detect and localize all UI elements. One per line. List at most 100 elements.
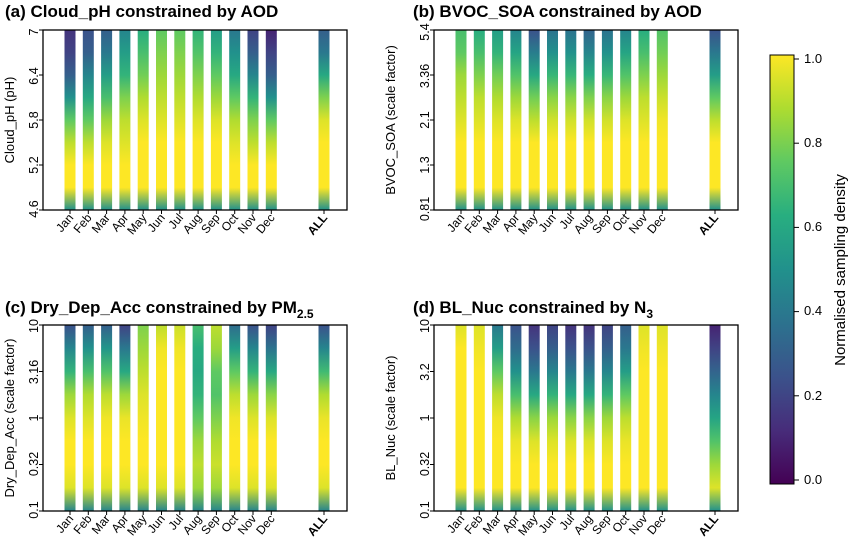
panel-d-bar-nov <box>638 325 650 511</box>
panel-c-frame <box>42 324 348 512</box>
panel-b-yticks: 0.81 1.3 2.1 3.36 5.4 <box>418 23 432 221</box>
panel-a-title: (a) Cloud_pH constrained by AOD <box>5 2 278 21</box>
panel-a-bar-jun <box>156 30 167 210</box>
panel-b-frame <box>433 29 739 211</box>
panel-b-xlabel-dec: Dec <box>644 211 668 236</box>
panel-c-bar-aug <box>192 325 204 511</box>
panel-b-ytick-3: 3.36 <box>418 64 432 88</box>
panel-d-bar-feb <box>473 325 485 511</box>
colorbar-tick-1: 0.2 <box>804 388 822 403</box>
panel-d-ytick-4: 10 <box>418 319 432 333</box>
panel-d-yticks: 0.1 0.32 1 3.2 10 <box>418 319 432 519</box>
panel-a-ytick-2: 5.8 <box>27 111 41 128</box>
panel-b-ytick-0: 0.81 <box>418 197 432 221</box>
colorbar-tick-4: 0.8 <box>804 135 822 150</box>
panel-a-bar-feb <box>82 30 94 210</box>
panel-c-ytick-3: 3.16 <box>27 360 41 384</box>
panel-c-title-main: (c) Dry_Dep_Acc constrained by PM <box>5 298 297 317</box>
panel-c-bar-mar <box>101 325 113 511</box>
panel-d-bar-mar <box>492 325 504 511</box>
panel-d-title: (d) BL_Nuc constrained by N3 <box>413 298 653 321</box>
panel-b-xlabel-all: ALL <box>696 211 722 238</box>
panel-d: (d) BL_Nuc constrained by N3 BL_Nuc (sca… <box>383 298 653 519</box>
panel-c-ytick-1: 0.32 <box>27 452 41 476</box>
panel-c-bar-may <box>137 325 149 511</box>
panel-a-ytick-4: 7 <box>27 28 41 35</box>
panel-a-ytick-1: 5.2 <box>27 156 41 173</box>
panel-c-bar-nov <box>247 325 259 511</box>
panel-c-ytick-0: 0.1 <box>27 501 41 518</box>
colorbar-ticks: 0.0 0.2 0.4 0.6 0.8 1.0 <box>804 51 822 487</box>
panel-c-bar-sep <box>210 325 222 511</box>
panel-d-bar-all <box>709 325 721 511</box>
panel-b-ylabel: BVOC_SOA (scale factor) <box>383 45 398 195</box>
panel-c-ytick-4: 10 <box>27 319 41 333</box>
panel-b-bar-jul <box>565 30 577 210</box>
panel-a-bar-jul <box>174 30 186 210</box>
panel-b-ytick-1: 1.3 <box>418 156 432 173</box>
panel-d-xlabel-all: ALL <box>696 512 722 539</box>
colorbar-tick-0: 0.0 <box>804 472 822 487</box>
panel-c-ytick-2: 1 <box>27 414 41 421</box>
panel-d-title-main: (d) BL_Nuc constrained by N <box>413 298 646 317</box>
panel-d-bar-jul <box>565 325 577 511</box>
panel-c-bar-dec <box>265 325 277 511</box>
colorbar-tick-2: 0.4 <box>804 303 822 318</box>
panel-c-bar-apr <box>119 325 131 511</box>
panel-a: (a) Cloud_pH constrained by AOD Cloud_pH… <box>2 2 278 218</box>
panel-a-bar-apr <box>119 30 131 210</box>
panel-d-ylabel: BL_Nuc (scale factor) <box>383 356 398 481</box>
panel-d-bar-sep <box>601 325 613 511</box>
panel-c-title-subscript: 2.5 <box>297 307 314 321</box>
panel-d-ytick-3: 3.2 <box>418 363 432 380</box>
panel-d-bar-may <box>528 325 540 511</box>
panel-d-ytick-0: 0.1 <box>418 501 432 518</box>
colorbar-tick-5: 1.0 <box>804 51 822 66</box>
colorbar-tick-3: 0.6 <box>804 219 822 234</box>
panel-a-ylabel: Cloud_pH (pH) <box>2 77 17 164</box>
panel-c-bar-oct <box>229 325 241 511</box>
panel-b-bar-feb <box>473 30 485 210</box>
panel-a-ytick-0: 4.6 <box>27 200 41 217</box>
panel-d-bar-dec <box>656 325 668 511</box>
colorbar-gradient <box>769 54 795 485</box>
panel-d-bar-jun <box>547 325 558 511</box>
panel-d-bar-oct <box>620 325 632 511</box>
panel-b-bar-oct <box>620 30 632 210</box>
panel-b-bar-mar <box>492 30 504 210</box>
panel-b-ytick-2: 2.1 <box>418 111 432 128</box>
panel-b-bar-aug <box>583 30 595 210</box>
panel-d-title-subscript: 3 <box>646 307 653 321</box>
panel-a-bar-aug <box>192 30 204 210</box>
panel-a-xlabel-all: ALL <box>305 211 331 238</box>
panel-a-ytick-3: 6.4 <box>27 67 41 84</box>
panel-b-bar-jan <box>455 30 467 210</box>
colorbar-label: Normalised sampling density <box>832 174 849 366</box>
panel-d-frame <box>433 324 739 512</box>
panel-a-bar-mar <box>101 30 113 210</box>
panel-a-bar-dec <box>265 30 277 210</box>
panel-b-bar-may <box>528 30 540 210</box>
panel-d-xlabel-dec: Dec <box>644 512 668 537</box>
panel-c-xlabel-all: ALL <box>305 512 331 539</box>
panel-c: (c) Dry_Dep_Acc constrained by PM2.5 Dry… <box>2 298 314 519</box>
panel-b-ytick-4: 5.4 <box>418 23 432 40</box>
panel-a-yticks: 4.6 5.2 5.8 6.4 7 <box>27 28 41 217</box>
panel-b-bar-jun <box>547 30 558 210</box>
panel-a-bar-all <box>318 30 330 210</box>
panel-d-bar-aug <box>583 325 595 511</box>
panel-d-ytick-2: 1 <box>418 414 432 421</box>
panel-c-bar-feb <box>82 325 94 511</box>
panel-c-bar-jan <box>64 325 76 511</box>
panel-c-ylabel: Dry_Dep_Acc (scale factor) <box>2 339 17 498</box>
panel-d-bar-apr <box>510 325 522 511</box>
panel-c-yticks: 0.1 0.32 1 3.16 10 <box>27 319 41 519</box>
panel-b-bar-all <box>709 30 721 210</box>
panel-a-xlabel-dec: Dec <box>253 211 277 236</box>
panel-c-bar-jun <box>156 325 167 511</box>
